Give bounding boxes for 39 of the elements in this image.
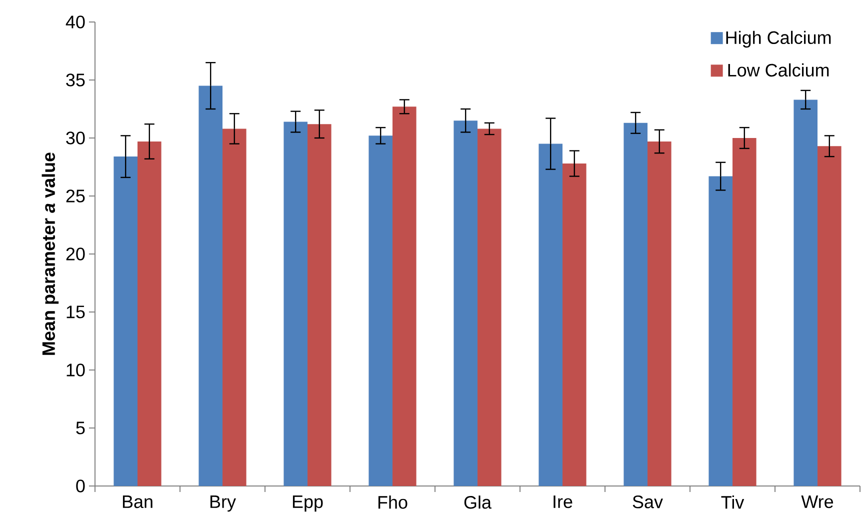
legend-label: Low Calcium <box>728 63 829 77</box>
bar <box>562 164 586 486</box>
x-tick-label: Gla <box>464 496 492 509</box>
y-tick-label: 30 <box>66 132 85 144</box>
y-tick-label: 5 <box>76 422 85 434</box>
bar <box>308 124 332 486</box>
y-tick-label: 0 <box>76 480 85 492</box>
x-tick-label: Tiv <box>721 496 744 509</box>
bar <box>368 136 393 486</box>
bar <box>454 120 478 486</box>
x-tick-label: Epp <box>292 496 323 512</box>
y-tick-label: 20 <box>66 248 85 260</box>
bar <box>392 106 416 486</box>
y-tick-label: 35 <box>66 74 85 86</box>
bar <box>818 146 842 486</box>
x-tick-label: Fho <box>378 496 408 509</box>
x-tick-label: Ban <box>122 496 152 508</box>
x-tick-label: Wre <box>801 496 834 508</box>
bar <box>648 141 672 486</box>
x-tick-label: Sav <box>632 496 663 508</box>
bar <box>284 122 308 486</box>
bar <box>478 128 502 486</box>
bar <box>198 86 222 486</box>
legend-label: High Calcium <box>726 30 831 48</box>
y-tick-label: 15 <box>66 306 85 318</box>
bar <box>138 141 162 486</box>
bar <box>624 122 648 486</box>
bar <box>732 138 756 486</box>
bar <box>114 156 138 486</box>
bar <box>794 100 818 486</box>
y-tick-label: 40 <box>66 16 85 28</box>
y-tick-label: 25 <box>66 190 85 202</box>
x-tick-label: Bry <box>210 496 236 512</box>
y-tick-label: 10 <box>66 364 85 376</box>
x-tick-label: Ire <box>554 496 572 508</box>
bar <box>222 128 246 486</box>
bar <box>538 144 563 486</box>
y-axis-title: Mean parameter a value <box>42 152 59 355</box>
bar <box>708 176 733 486</box>
